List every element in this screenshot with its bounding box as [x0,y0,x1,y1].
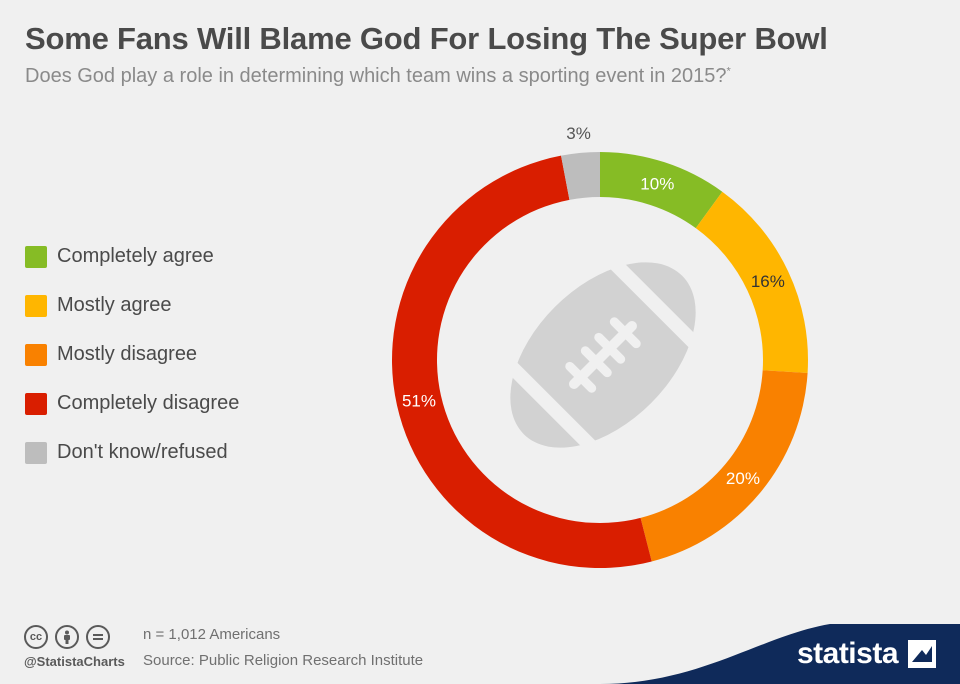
legend-item: Completely agree [25,244,239,269]
source-note: Source: Public Religion Research Institu… [143,652,424,669]
legend-label: Don't know/refused [57,441,228,463]
legend-swatch [25,343,47,366]
social-handle[interactable]: @StatistaCharts [24,654,125,669]
legend-swatch [25,392,47,415]
legend-item: Mostly disagree [25,342,239,367]
legend-swatch [25,245,47,268]
subtitle-footnote-mark: * [726,65,731,78]
legend-label: Completely disagree [57,392,240,414]
no-derivatives-icon[interactable] [86,625,110,649]
donut-slice [561,152,600,200]
donut-slice [600,152,723,229]
brand-logo-text[interactable]: statista [796,637,899,670]
legend-item: Mostly agree [25,293,239,318]
football-icon [489,241,717,469]
legend-item: Don't know/refused [25,440,239,465]
legend-swatch [25,441,47,464]
legend-label: Mostly agree [57,294,172,316]
legend-label: Mostly disagree [57,343,198,365]
slice-label: 51% [402,391,436,410]
legend-label: Completely agree [57,245,214,267]
slice-labels: 10% 16% 20% 51% 3% [402,124,785,488]
slice-label: 16% [751,272,785,291]
donut-slice [695,191,808,374]
subtitle-text: Does God play a role in determining whic… [25,65,727,87]
brand-band [600,624,960,684]
donut-slices [391,152,808,569]
chart-subtitle: Does God play a role in determining whic… [25,65,731,88]
donut-slice [391,155,652,569]
legend-item: Completely disagree [25,391,239,416]
chart-title: Some Fans Will Blame God For Losing The … [25,21,828,56]
license-icons: cc [24,625,113,649]
donut-slice [640,370,808,562]
legend-swatch [25,294,47,317]
slice-label: 10% [640,175,674,194]
brand-mark-icon [908,640,936,668]
attribution-icon[interactable] [55,625,79,649]
slice-label: 3% [566,124,591,143]
legend: Completely agree Mostly agree Mostly dis… [25,244,239,489]
cc-icon[interactable]: cc [24,625,48,649]
sample-note: n = 1,012 Americans [143,626,281,643]
slice-label: 20% [726,469,760,488]
